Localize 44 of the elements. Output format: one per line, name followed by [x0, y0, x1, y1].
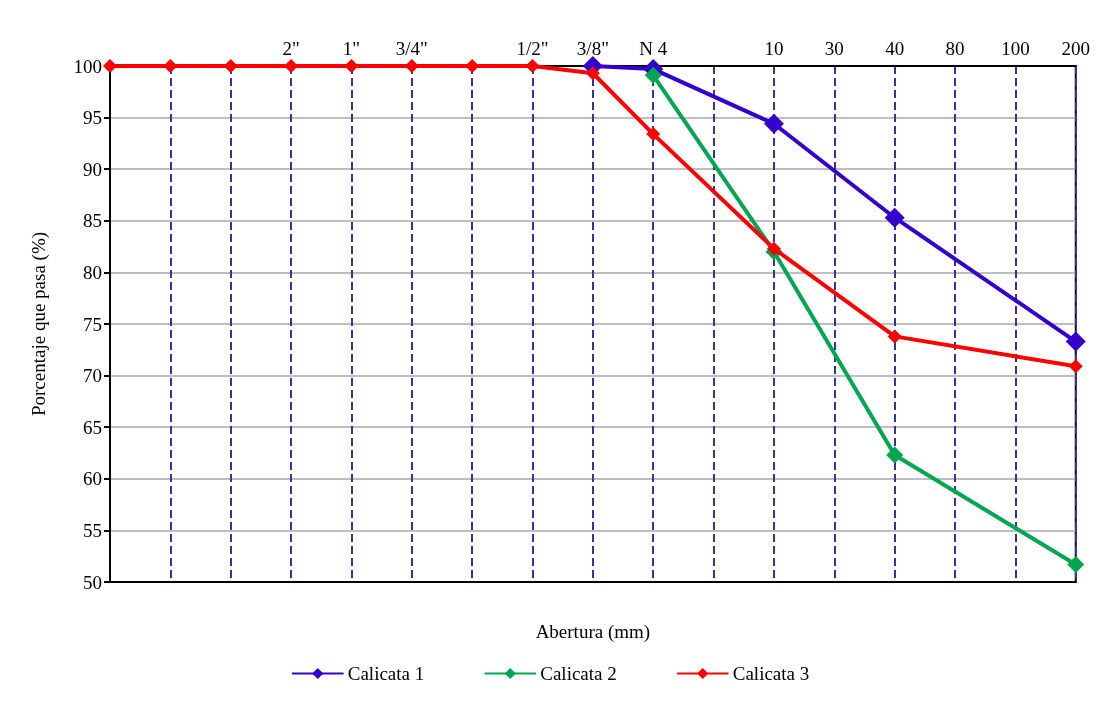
- y-tick-label: 90: [83, 158, 102, 180]
- x-tick-label: 10: [764, 38, 784, 59]
- x-tick-label: 100: [1001, 38, 1030, 59]
- x-tick-label: 80: [945, 38, 965, 59]
- y-tick-label: 50: [83, 571, 102, 593]
- point: [585, 66, 600, 81]
- point: [163, 59, 178, 73]
- legend-label: Calicata 2: [540, 663, 617, 684]
- point: [1068, 359, 1083, 374]
- y-tick-label: 80: [83, 261, 102, 283]
- x-tick-label: 1": [342, 38, 361, 59]
- y-tick-label: 95: [83, 107, 102, 129]
- point: [103, 59, 117, 73]
- point: [884, 207, 905, 228]
- x-tick-label: N 4: [639, 38, 668, 59]
- point: [763, 113, 784, 134]
- point: [223, 59, 238, 73]
- point: [766, 241, 781, 256]
- point: [1067, 555, 1085, 573]
- point: [644, 66, 662, 84]
- y-tick-label: 55: [83, 519, 102, 541]
- legend-label: Calicata 1: [347, 663, 425, 684]
- y-tick-label: 85: [83, 210, 102, 232]
- point: [887, 329, 902, 344]
- x-tick-label: 3/8": [576, 38, 609, 59]
- y-tick-label: 60: [83, 468, 102, 490]
- point: [525, 59, 540, 73]
- point: [886, 446, 904, 464]
- x-tick-label: 1/2": [516, 38, 549, 59]
- y-tick-label: 100: [73, 55, 102, 77]
- point: [1065, 331, 1086, 352]
- x-axis-title: Abertura (mm): [535, 621, 651, 643]
- point: [646, 127, 661, 142]
- x-tick-label: 30: [824, 38, 844, 59]
- x-tick-label: 2": [282, 38, 300, 59]
- legend-label: Calicata 3: [732, 663, 810, 684]
- y-tick-label: 70: [83, 365, 102, 387]
- x-tick-label: 3/4": [395, 38, 428, 59]
- point: [344, 59, 359, 73]
- x-tick-label: 40: [885, 38, 905, 59]
- x-tick-label: 200: [1061, 38, 1090, 59]
- y-axis-title: Porcentaje que pasa (%): [28, 231, 50, 417]
- y-tick-label: 65: [83, 416, 102, 438]
- y-tick-label: 75: [83, 313, 102, 335]
